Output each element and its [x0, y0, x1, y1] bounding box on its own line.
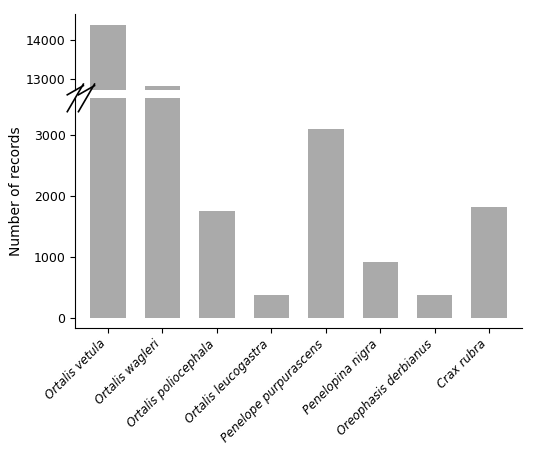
Bar [145, 86, 180, 455]
Bar [363, 262, 398, 318]
Bar [145, 0, 180, 318]
Bar [308, 128, 344, 318]
Bar [417, 295, 452, 318]
Bar [471, 207, 507, 318]
Bar [253, 295, 289, 318]
Text: Number of records: Number of records [9, 126, 23, 256]
Bar [90, 0, 126, 318]
Bar [199, 211, 235, 318]
Bar [90, 25, 126, 455]
